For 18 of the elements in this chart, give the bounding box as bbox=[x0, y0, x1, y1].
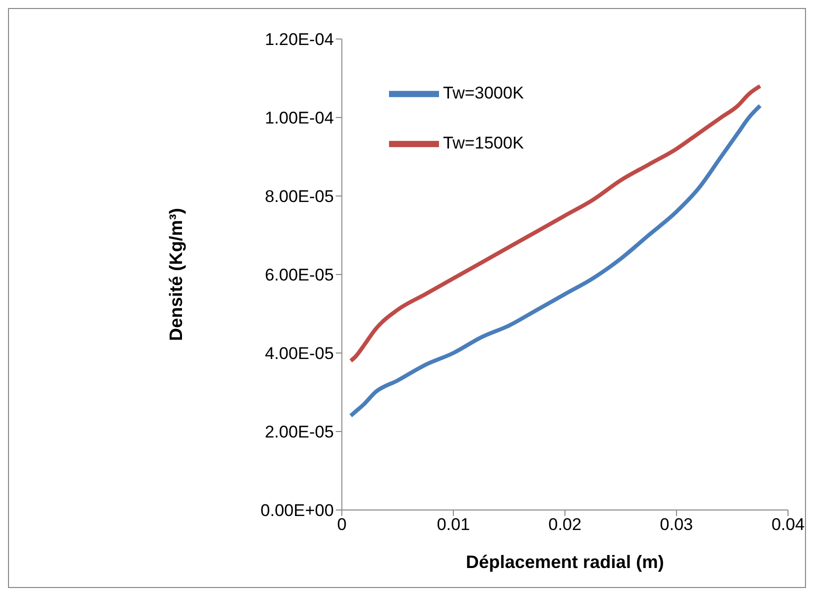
y-tick-label: 1.20E-04 bbox=[264, 30, 334, 50]
y-tick-label: 0.00E+00 bbox=[260, 501, 334, 520]
legend-label: Tw=1500K bbox=[443, 133, 524, 152]
y-tick-label: 2.00E-05 bbox=[264, 422, 334, 442]
x-tick-label: 0 bbox=[337, 515, 347, 534]
y-axis-title: Densité (Kg/m³) bbox=[166, 208, 186, 342]
y-tick-label: 6.00E-05 bbox=[264, 266, 334, 285]
x-axis-title: Déplacement radial (m) bbox=[466, 552, 664, 572]
y-tick-label: 8.00E-05 bbox=[264, 187, 334, 206]
x-tick-label: 0.02 bbox=[548, 515, 582, 534]
line-series bbox=[348, 104, 762, 418]
legend-label: Tw=3000K bbox=[443, 83, 524, 102]
x-tick-label: 0.03 bbox=[660, 515, 693, 534]
y-tick-label: 1.00E-04 bbox=[264, 108, 334, 128]
line-series bbox=[348, 84, 762, 363]
y-tick-label: 4.00E-05 bbox=[264, 344, 334, 364]
x-tick-label: 0.04 bbox=[771, 515, 805, 534]
x-tick-label: 0.01 bbox=[436, 515, 470, 534]
